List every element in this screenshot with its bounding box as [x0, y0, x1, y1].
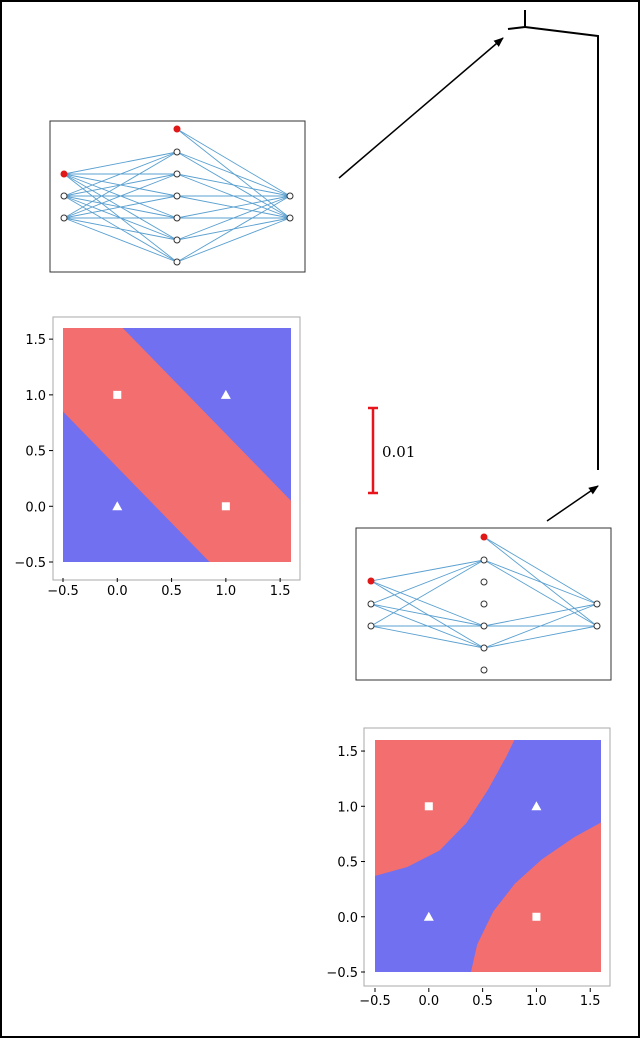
hidden-node	[480, 556, 488, 564]
data-point-square	[424, 802, 433, 811]
y-tick-label: 0.0	[25, 500, 46, 515]
bias-node	[60, 170, 68, 178]
x-tick-label: −0.5	[47, 584, 79, 599]
network-edge	[176, 217, 291, 263]
region-blue	[375, 740, 601, 972]
input-node	[60, 214, 68, 222]
data-point-square	[113, 390, 122, 399]
dendrogram-tree	[507, 10, 599, 470]
network-edge	[176, 195, 291, 219]
network-edge	[483, 603, 598, 649]
network-edge	[63, 217, 178, 241]
data-point-triangle	[220, 389, 231, 399]
network-edge	[176, 151, 291, 197]
network-edge	[63, 173, 178, 219]
arrow-top	[338, 37, 504, 179]
hidden-node	[480, 578, 488, 586]
hidden-node	[480, 644, 488, 652]
output-node	[286, 214, 294, 222]
network-edge	[370, 559, 485, 605]
input-node	[367, 622, 375, 630]
network-edge	[176, 128, 291, 197]
network-edge	[176, 195, 291, 263]
hidden-node	[173, 170, 181, 178]
x-tick-label: 1.0	[216, 584, 237, 599]
network-edge	[370, 559, 485, 627]
hidden-node	[173, 236, 181, 244]
network-edge	[63, 151, 178, 197]
x-tick-label: 1.0	[526, 994, 547, 1009]
y-tick-label: 0.0	[337, 911, 358, 926]
x-tick-label: 0.0	[418, 994, 439, 1009]
scale-bar-label: 0.01	[382, 443, 415, 461]
x-tick-label: −0.5	[359, 994, 391, 1009]
decision-boundary-plot-2: −0.5 0.0 0.5 1.0 1.5 −0.5 0.0 0.5 1.0 1.5	[326, 727, 611, 1009]
network-edge	[370, 580, 485, 649]
network-edge	[63, 217, 178, 263]
y-tick-label: −0.5	[326, 966, 358, 981]
bias-node	[480, 533, 488, 541]
hidden-node	[480, 666, 488, 674]
y-tick-label: 1.5	[337, 745, 358, 760]
scale-bar: 0.01	[368, 406, 415, 495]
network-edge	[483, 536, 598, 605]
output-node	[286, 192, 294, 200]
arrow-middle	[546, 485, 599, 522]
input-node	[60, 192, 68, 200]
y-tick-label: 1.5	[25, 333, 46, 348]
network-edge	[370, 603, 485, 627]
hidden-node	[480, 622, 488, 630]
data-point-triangle	[423, 911, 434, 921]
bias-node	[367, 577, 375, 585]
x-tick-label: 0.5	[161, 584, 182, 599]
data-point-square	[221, 502, 230, 511]
data-point-triangle	[531, 801, 542, 811]
hidden-node	[173, 258, 181, 266]
network-edge	[370, 559, 485, 582]
output-node	[593, 622, 601, 630]
x-tick-label: 1.5	[580, 994, 601, 1009]
x-tick-label: 1.5	[270, 584, 291, 599]
y-tick-label: 1.0	[337, 800, 358, 815]
network-diagram-2	[355, 527, 612, 681]
region-red	[63, 328, 291, 562]
hidden-node	[173, 192, 181, 200]
y-tick-label: 1.0	[25, 389, 46, 404]
network-edge	[370, 580, 485, 627]
y-tick-label: 0.5	[337, 856, 358, 871]
decision-boundary-plot-1: −0.5 0.0 0.5 1.0 1.5 −0.5 0.0 0.5 1.0 1.5	[14, 316, 301, 599]
data-point-square	[532, 912, 541, 921]
hidden-node	[173, 148, 181, 156]
data-point-triangle	[112, 501, 123, 511]
y-tick-label: −0.5	[14, 556, 46, 571]
x-tick-label: 0.5	[472, 994, 493, 1009]
network-edge	[176, 173, 291, 197]
network-edge	[176, 195, 291, 241]
hidden-node	[480, 600, 488, 608]
network-edge	[483, 625, 598, 649]
network-edge	[63, 151, 178, 175]
bias-node	[173, 125, 181, 133]
network-edge	[370, 625, 485, 649]
output-node	[593, 600, 601, 608]
network-edge	[63, 151, 178, 219]
network-edge	[483, 603, 598, 627]
network-edge	[483, 559, 598, 627]
x-tick-label: 0.0	[107, 584, 128, 599]
network-edge	[483, 559, 598, 605]
hidden-node	[173, 214, 181, 222]
input-node	[367, 600, 375, 608]
network-diagram-1	[49, 120, 306, 273]
network-edge	[63, 195, 178, 219]
y-tick-label: 0.5	[25, 445, 46, 460]
